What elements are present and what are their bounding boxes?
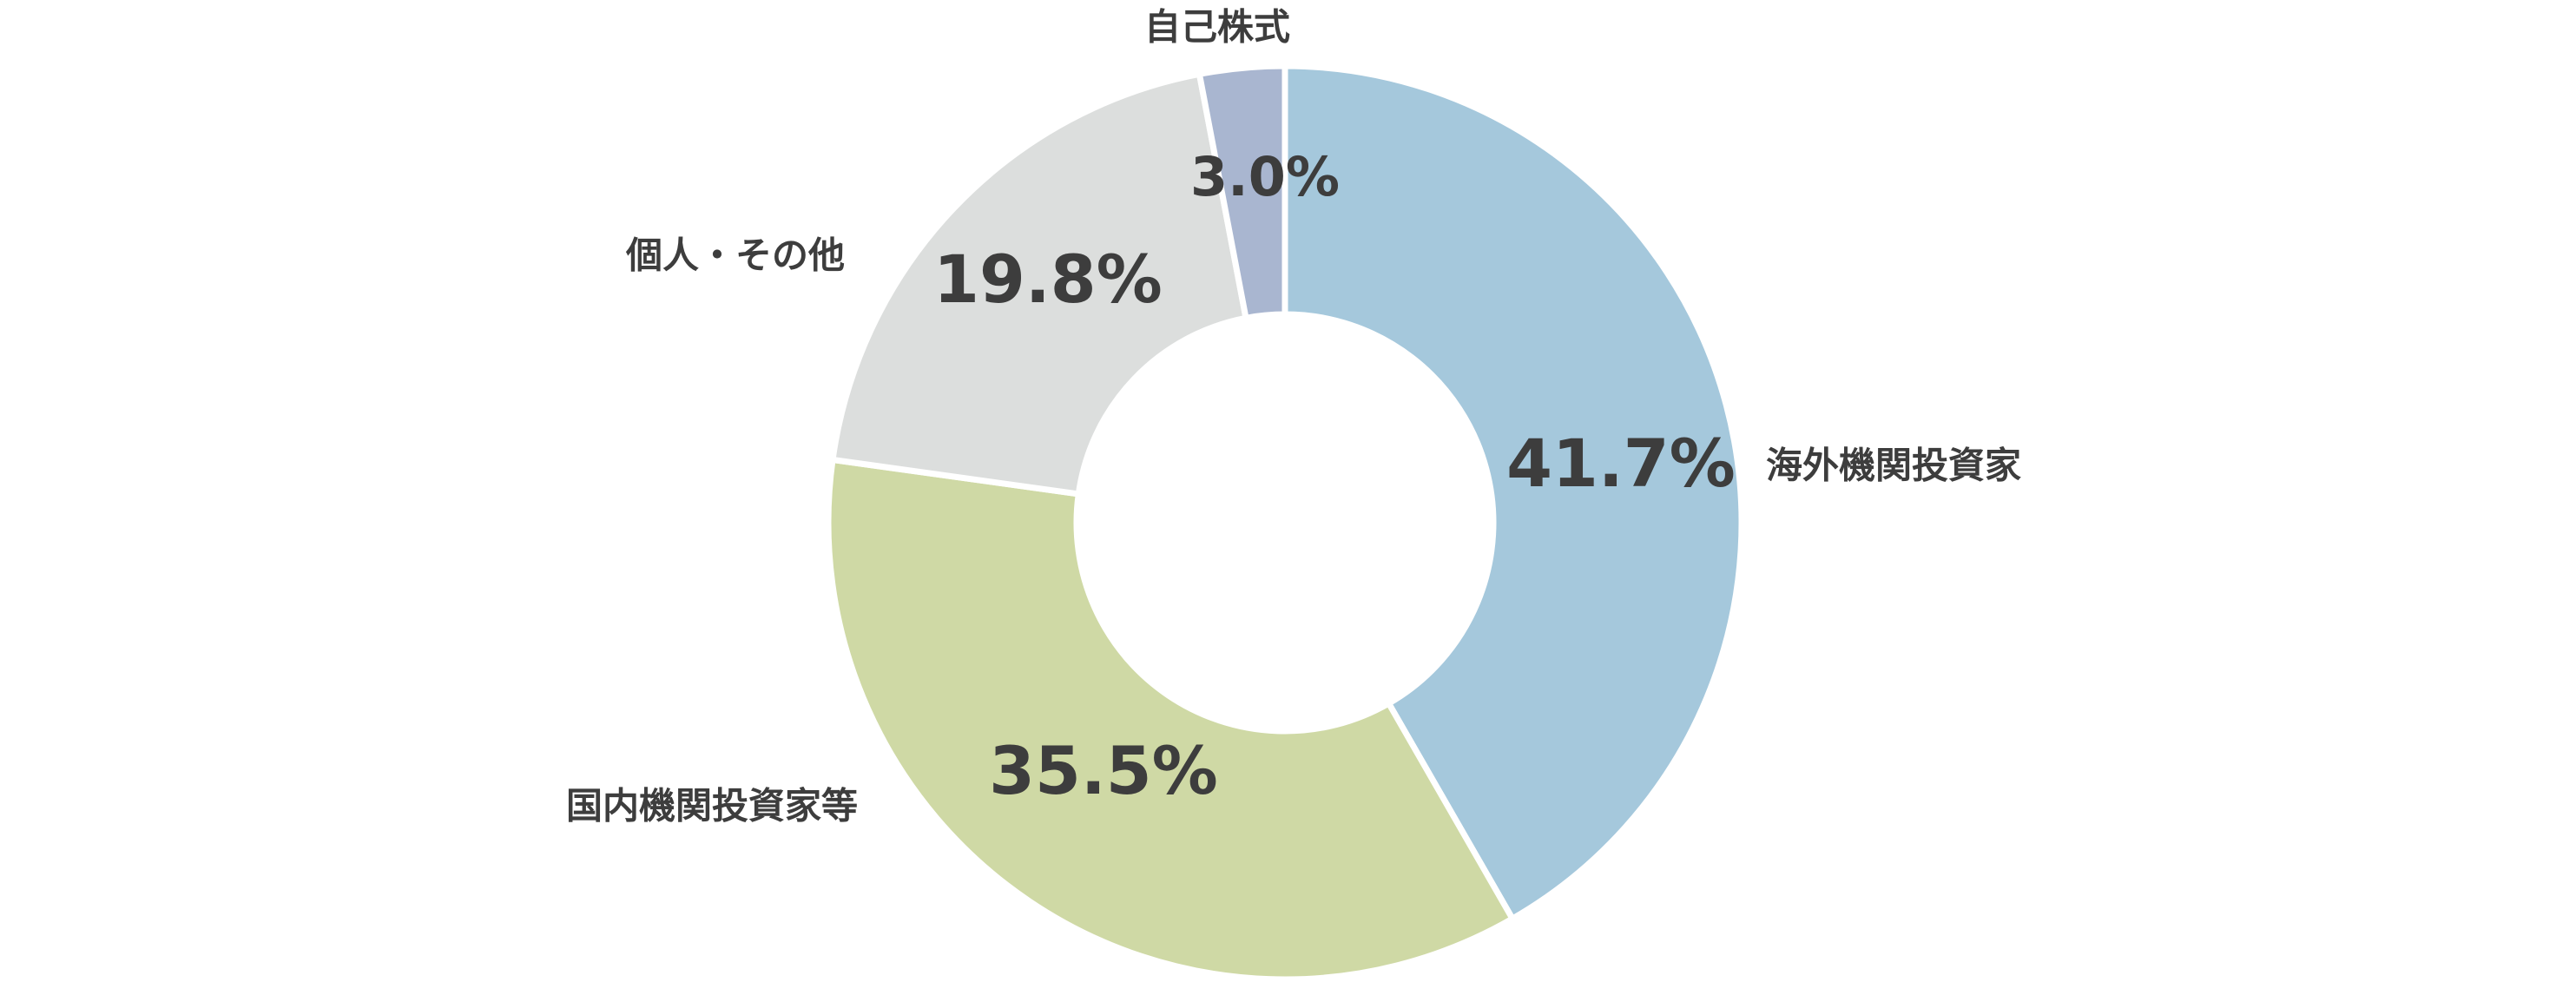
category-label: 個人・その他 [625,234,845,277]
category-label: 自己株式 [1144,6,1290,49]
donut-slice [825,456,1517,983]
donut-slice [1196,63,1288,322]
donut-slice [829,70,1250,498]
value-label: 35.5% [989,732,1218,809]
value-label: 19.8% [933,241,1163,318]
value-label: 3.0% [1190,145,1340,208]
donut-slice [1281,63,1745,923]
category-label: 国内機関投資家等 [566,785,858,827]
category-label: 海外機関投資家 [1766,445,2021,487]
value-label: 41.7% [1506,425,1736,502]
